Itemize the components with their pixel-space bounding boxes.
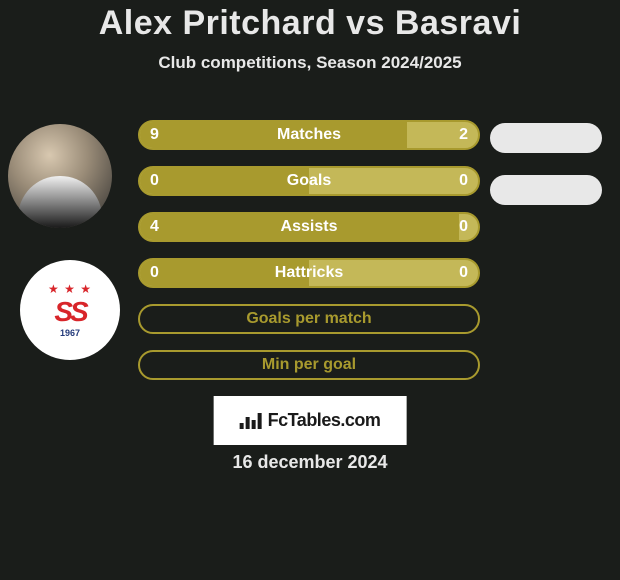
stat-row-min-per-goal: Min per goal bbox=[138, 350, 480, 380]
stat-rows: 92Matches00Goals40Assists00HattricksGoal… bbox=[138, 120, 480, 396]
stat-label: Goals bbox=[287, 172, 331, 190]
side-pill bbox=[490, 123, 602, 153]
page-title: Alex Pritchard vs Basravi bbox=[0, 0, 620, 43]
player-2-badge: ★ ★ ★ SS 1967 bbox=[20, 260, 120, 360]
stat-label: Assists bbox=[281, 218, 338, 236]
stat-right-value: 2 bbox=[407, 122, 478, 148]
stat-left-value: 9 bbox=[140, 122, 407, 148]
stat-label: Goals per match bbox=[246, 310, 371, 328]
side-pill bbox=[490, 175, 602, 205]
stat-row-matches: 92 Matches bbox=[138, 120, 480, 150]
badge-text: SS bbox=[54, 298, 85, 326]
date-label: 16 december 2024 bbox=[0, 452, 620, 473]
badge-stars: ★ ★ ★ bbox=[48, 282, 92, 296]
comparison-canvas: Alex Pritchard vs Basravi Club competiti… bbox=[0, 0, 620, 580]
brand-bars-icon bbox=[240, 413, 262, 429]
stat-right-value: 0 bbox=[459, 214, 478, 240]
page-subtitle: Club competitions, Season 2024/2025 bbox=[0, 53, 620, 73]
brand-text: FcTables.com bbox=[268, 410, 381, 431]
stat-row-assists: 40Assists bbox=[138, 212, 480, 242]
stat-label: Min per goal bbox=[262, 356, 356, 374]
stat-row-goals: 00Goals bbox=[138, 166, 480, 196]
stat-row-hattricks: 00Hattricks bbox=[138, 258, 480, 288]
stat-right-value: 0 bbox=[309, 168, 478, 194]
brand-box: FcTables.com bbox=[214, 396, 407, 445]
badge-year: 1967 bbox=[60, 328, 80, 338]
stat-label: Matches bbox=[277, 126, 341, 144]
player-1-avatar bbox=[8, 124, 112, 228]
stat-row-goals-per-match: Goals per match bbox=[138, 304, 480, 334]
stat-left-value: 0 bbox=[140, 168, 309, 194]
stat-label: Hattricks bbox=[275, 264, 343, 282]
